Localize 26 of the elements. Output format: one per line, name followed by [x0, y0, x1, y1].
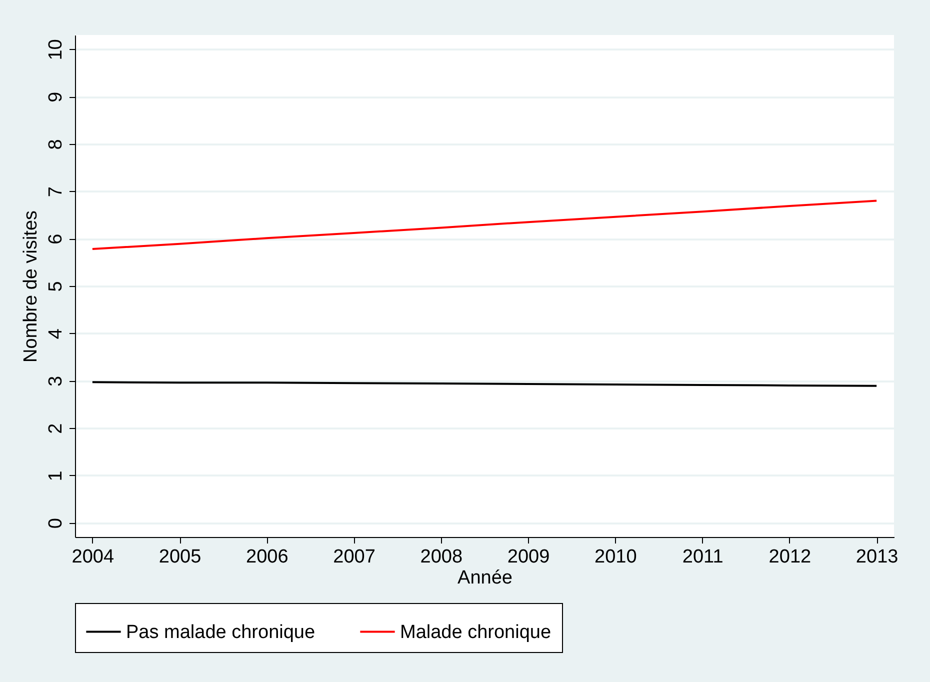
- x-tick-label: 2010: [594, 546, 637, 568]
- x-tick-label: 2013: [856, 546, 898, 568]
- x-tick-label: 2004: [72, 546, 114, 568]
- y-tick-label: 6: [46, 234, 66, 244]
- y-tick-label: 4: [46, 328, 66, 340]
- x-tick-label: 2011: [682, 546, 724, 568]
- x-axis-title: Année: [458, 568, 512, 588]
- y-tick-label: 8: [46, 139, 66, 150]
- legend-label: Malade chronique: [400, 622, 552, 643]
- y-tick-label: 2: [46, 423, 66, 434]
- y-tick-label: 1: [46, 470, 66, 482]
- y-tick-label: 0: [46, 518, 66, 529]
- y-tick-label: 5: [46, 281, 66, 292]
- y-tick-label: 9: [46, 92, 66, 102]
- legend-label: Pas malade chronique: [126, 622, 316, 643]
- y-tick-label: 7: [46, 186, 66, 198]
- x-tick-label: 2006: [246, 546, 288, 568]
- line-series: [91, 200, 878, 250]
- x-tick-label: 2009: [507, 546, 550, 568]
- y-tick-label: 3: [46, 376, 66, 387]
- x-tick-label: 2007: [333, 546, 376, 568]
- y-axis-title: Nombre de visites: [20, 210, 42, 363]
- x-tick-label: 2008: [420, 546, 463, 568]
- x-tick-label: 2012: [768, 546, 812, 568]
- y-tick-label: 10: [46, 39, 66, 60]
- x-tick-label: 2005: [158, 546, 202, 568]
